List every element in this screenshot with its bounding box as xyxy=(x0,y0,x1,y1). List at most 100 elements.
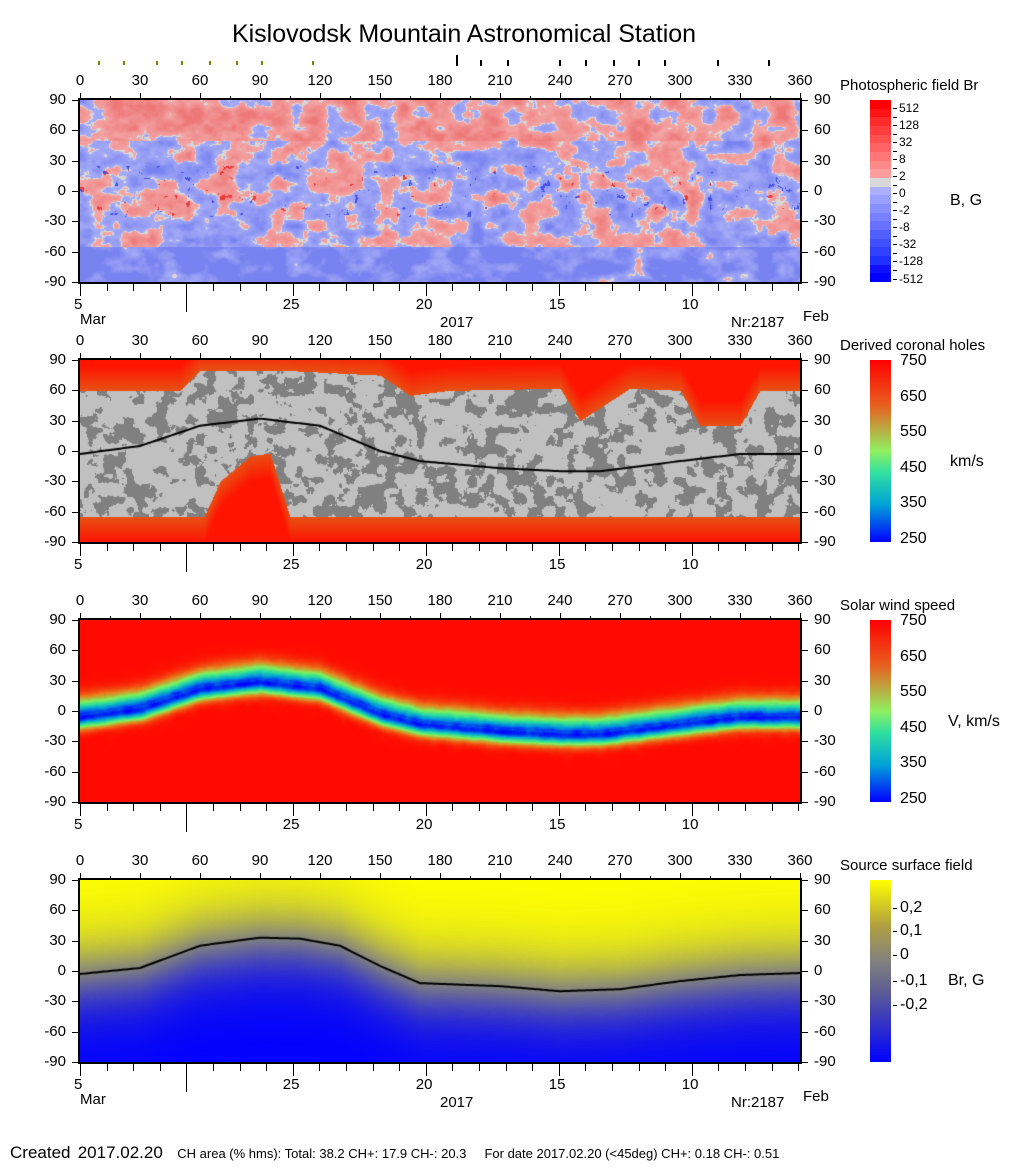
ch-area-stats: CH area (% hms): Total: 38.2 CH+: 17.9 C… xyxy=(177,1146,467,1161)
lat-tick-label-right: -60 xyxy=(814,762,836,780)
lat-tick-label-left: -90 xyxy=(44,1053,66,1070)
figure-title: Kislovodsk Mountain Astronomical Station xyxy=(231,20,697,48)
lat-tick xyxy=(802,130,808,132)
lat-tick-label-right: -90 xyxy=(814,793,836,810)
colorbar-label: 0,1 xyxy=(900,922,923,939)
date-tick xyxy=(159,284,161,291)
marker-olive xyxy=(236,61,238,65)
date-tick xyxy=(452,804,454,811)
date-tick xyxy=(106,804,108,811)
heatmap-plot-4 xyxy=(78,878,802,1064)
lon-tick xyxy=(529,616,531,620)
lat-tick xyxy=(72,910,78,912)
lat-tick-label-right: 90 xyxy=(814,611,831,628)
lat-tick xyxy=(72,680,78,682)
lat-tick-label-left: 0 xyxy=(57,182,66,199)
colorbar-unit: B, G xyxy=(950,192,983,209)
lon-tick xyxy=(769,616,771,620)
lon-tick xyxy=(739,613,741,620)
marker-black xyxy=(507,60,509,66)
date-tick xyxy=(585,284,587,291)
date-tick xyxy=(425,544,427,556)
colorbar-tick xyxy=(893,176,897,177)
lat-tick xyxy=(72,481,78,483)
lon-tick-label: 150 xyxy=(367,852,393,869)
lat-tick-label-right: 90 xyxy=(814,91,831,108)
date-tick xyxy=(665,1064,667,1071)
lat-tick xyxy=(72,221,78,223)
lon-tick-label: 330 xyxy=(727,592,753,609)
lat-tick xyxy=(72,282,78,283)
colorbar-tick xyxy=(893,210,897,211)
lat-tick xyxy=(72,511,78,513)
colorbar-tick xyxy=(893,159,897,160)
date-tick xyxy=(771,1064,773,1071)
marker-olive xyxy=(123,61,125,65)
date-tick xyxy=(585,544,587,551)
lon-tick xyxy=(409,616,411,620)
colorbar-tick xyxy=(893,235,897,237)
date-tick xyxy=(505,544,507,551)
lat-tick xyxy=(72,360,78,361)
lat-tick xyxy=(802,481,808,483)
lon-tick-label: 120 xyxy=(307,592,333,609)
lat-tick-label-left: -90 xyxy=(44,273,66,290)
lat-tick xyxy=(802,680,808,682)
date-tick xyxy=(186,1064,188,1092)
marker-black xyxy=(456,55,458,66)
lat-tick-label-left: 90 xyxy=(49,91,66,108)
lat-tick xyxy=(72,542,78,543)
lat-tick-label-right: -30 xyxy=(814,472,836,490)
lon-tick-label: 300 xyxy=(667,332,693,349)
date-tick xyxy=(505,804,507,811)
lon-tick xyxy=(499,353,501,360)
lon-tick xyxy=(349,876,351,880)
date-tick xyxy=(745,544,746,551)
date-tick xyxy=(372,284,374,291)
lon-tick xyxy=(679,613,681,620)
date-tick-label: 10 xyxy=(681,816,699,833)
colorbar-segment xyxy=(870,273,891,283)
lon-tick xyxy=(79,93,81,100)
lon-tick-label: 210 xyxy=(487,332,513,349)
lon-tick xyxy=(379,873,381,880)
colorbar-segment xyxy=(870,117,891,127)
date-tick xyxy=(106,1064,108,1071)
lon-tick-label: 330 xyxy=(727,72,753,89)
colorbar-tick xyxy=(893,261,897,262)
lon-tick xyxy=(319,613,321,620)
colorbar-label: 650 xyxy=(900,647,927,665)
date-tick xyxy=(425,284,427,296)
date-tick xyxy=(638,804,640,811)
lat-tick xyxy=(802,221,808,223)
date-tick xyxy=(718,1064,720,1071)
date-tick xyxy=(399,1064,401,1071)
lon-tick xyxy=(259,873,261,880)
lon-tick xyxy=(409,96,411,100)
colorbar-segment xyxy=(870,247,891,257)
lon-tick xyxy=(289,616,291,620)
lat-tick-label-right: 60 xyxy=(814,381,831,399)
lon-tick-label: 270 xyxy=(607,852,633,869)
month-right: Feb xyxy=(803,308,829,325)
date-tick xyxy=(691,804,693,816)
lon-tick xyxy=(589,96,591,100)
lat-tick-label-left: 60 xyxy=(49,901,66,919)
date-tick-label: 20 xyxy=(415,816,433,833)
marker-black xyxy=(638,60,640,66)
colorbar-segment xyxy=(870,230,891,240)
date-tick xyxy=(771,284,773,291)
lon-tick xyxy=(799,613,801,620)
lon-tick xyxy=(439,613,441,620)
colorbar-tick xyxy=(893,244,897,245)
lat-tick xyxy=(72,1031,78,1033)
colorbar-tick xyxy=(893,150,897,152)
colorbar-label: 128 xyxy=(899,118,920,132)
lon-tick-label: 300 xyxy=(667,592,693,609)
lon-tick-label: 180 xyxy=(427,852,453,869)
lat-tick xyxy=(72,741,78,743)
colorbar-tick xyxy=(893,167,897,169)
lon-tick xyxy=(289,96,291,100)
lat-tick-label-left: 0 xyxy=(57,702,66,719)
lon-tick-label: 90 xyxy=(251,72,269,89)
